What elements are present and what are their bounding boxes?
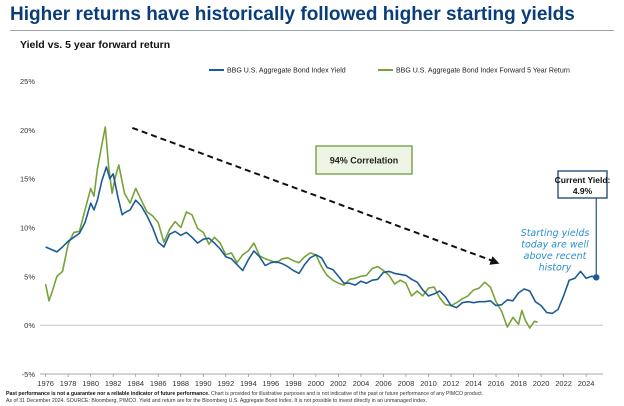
x-tick-label: 1998 <box>285 379 302 388</box>
x-tick-label: 1978 <box>60 379 77 388</box>
x-tick-label: 2006 <box>375 379 392 388</box>
y-tick-label: 15% <box>20 175 35 184</box>
x-tick-label: 1984 <box>127 379 144 388</box>
legend-label-yield: BBG U.S. Aggregate Bond Index Yield <box>227 68 346 75</box>
y-tick-label: 25% <box>20 77 35 86</box>
x-tick-label: 1976 <box>37 379 54 388</box>
footnote-line-1: Past performance is not a guarantee nor … <box>6 391 483 397</box>
page-title: Higher returns have historically followe… <box>10 4 575 25</box>
trend-arrow-head <box>489 256 500 265</box>
title-divider <box>10 30 614 31</box>
trend-arrow-line <box>131 126 494 263</box>
footnote-rest: Chart is provided for illustrative purpo… <box>209 391 484 397</box>
starting-yields-note-line: today are well <box>521 240 589 251</box>
x-tick-label: 1996 <box>262 379 279 388</box>
x-tick-label: 2014 <box>465 379 482 388</box>
chart-subtitle: Yield vs. 5 year forward return <box>20 39 171 51</box>
footnote-line-2: As of 31 December 2024. SOURCE: Bloomber… <box>6 398 427 404</box>
y-tick-label: 0% <box>24 321 35 330</box>
current-yield-label: Current Yield: <box>555 175 611 185</box>
legend-label-return: BBG U.S. Aggregate Bond Index Forward 5 … <box>396 68 570 75</box>
x-tick-label: 2004 <box>353 379 370 388</box>
y-tick-label: 10% <box>20 224 35 233</box>
x-tick-label: 1980 <box>82 379 99 388</box>
yield-series-line <box>45 166 597 315</box>
starting-yields-note-line: history <box>539 263 572 274</box>
current-yield-value: 4.9% <box>573 186 593 196</box>
return-series-line <box>44 126 538 329</box>
current-yield-box <box>557 170 608 199</box>
footnote-bold: Past performance is not a guarantee nor … <box>6 391 210 397</box>
x-tick-label: 2016 <box>488 379 505 388</box>
x-tick-label: 2022 <box>555 379 572 388</box>
y-tick-label: 5% <box>24 272 35 281</box>
correlation-callout-text: 94% Correlation <box>330 156 399 166</box>
x-tick-label: 2000 <box>308 379 325 388</box>
y-tick-label: 20% <box>20 126 35 135</box>
x-tick-label: 2012 <box>443 379 460 388</box>
x-tick-label: 2002 <box>330 379 347 388</box>
x-tick-label: 2008 <box>398 379 415 388</box>
x-tick-label: 1982 <box>105 379 122 388</box>
x-tick-label: 1986 <box>150 379 167 388</box>
starting-yields-note-line: Starting yields <box>521 228 590 239</box>
x-tick-label: 2010 <box>420 379 437 388</box>
x-tick-label: 1988 <box>172 379 189 388</box>
x-tick-label: 1994 <box>240 379 257 388</box>
x-tick-label: 1992 <box>217 379 234 388</box>
x-tick-label: 1990 <box>195 379 212 388</box>
y-tick-label: -5% <box>22 370 36 379</box>
x-tick-label: 2024 <box>578 379 595 388</box>
starting-yields-note-line: above recent <box>524 251 588 262</box>
correlation-callout-box <box>315 145 413 175</box>
x-tick-label: 2018 <box>510 379 527 388</box>
current-yield-point <box>593 274 600 281</box>
x-tick-label: 2020 <box>533 379 550 388</box>
